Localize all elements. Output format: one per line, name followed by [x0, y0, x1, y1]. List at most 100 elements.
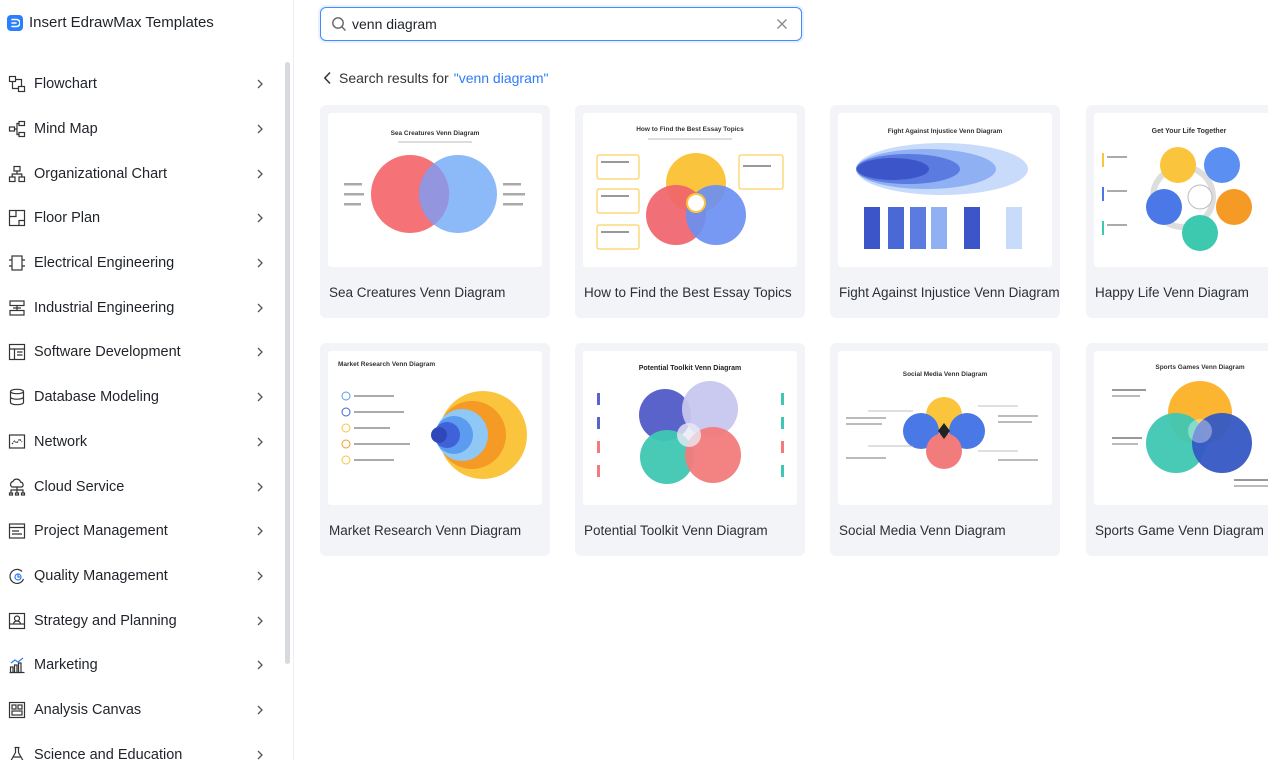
thumbnail-title: Social Media Venn Diagram	[903, 371, 988, 378]
sidebar-item-label: Strategy and Planning	[34, 612, 177, 629]
chevron-right-icon	[250, 700, 270, 720]
flowchart-icon	[7, 74, 27, 94]
template-thumbnail: Potential Toolkit Venn Diagram	[583, 351, 797, 505]
database-icon	[7, 387, 27, 407]
template-thumbnail: Sea Creatures Venn Diagram	[328, 113, 542, 267]
chevron-left-icon[interactable]	[320, 70, 334, 86]
thumbnail-title: Potential Toolkit Venn Diagram	[639, 365, 742, 372]
sidebar-item-label: Analysis Canvas	[34, 701, 142, 718]
template-card-title: Sea Creatures Venn Diagram	[329, 285, 506, 300]
chevron-right-icon	[250, 342, 270, 362]
sidebar-item-label: Marketing	[34, 657, 98, 674]
template-thumbnail: Sports Games Venn Diagram	[1094, 351, 1268, 505]
sidebar-item-network[interactable]: Network	[0, 420, 282, 465]
template-card[interactable]: How to Find the Best Essay Topics How to…	[575, 105, 805, 318]
template-card[interactable]: Social Media Venn Diagram Social Media V…	[830, 343, 1060, 556]
chevron-right-icon	[250, 477, 270, 497]
template-thumbnail: How to Find the Best Essay Topics	[583, 113, 797, 267]
sidebar-item-label: Floor Plan	[34, 210, 101, 227]
template-card[interactable]: Fight Against Injustice Venn Diagram Fig…	[830, 105, 1060, 318]
category-list: Flowchart Mind Map Organizational Chart …	[0, 62, 282, 760]
chevron-right-icon	[250, 208, 270, 228]
template-thumbnail: Get Your Life Together	[1094, 113, 1268, 267]
sidebar-item-electrical-engineering[interactable]: Electrical Engineering	[0, 241, 282, 286]
sidebar-item-organizational-chart[interactable]: Organizational Chart	[0, 151, 282, 196]
sidebar-item-flowchart[interactable]: Flowchart	[0, 62, 282, 107]
chevron-right-icon	[250, 253, 270, 273]
template-search-box	[320, 7, 802, 41]
sidebar-item-quality-management[interactable]: Quality Management	[0, 554, 282, 599]
project-icon	[7, 521, 27, 541]
sidebar-item-software-development[interactable]: Software Development	[0, 330, 282, 375]
sidebar-item-label: Software Development	[34, 344, 181, 361]
thumbnail-title: Market Research Venn Diagram	[338, 361, 435, 368]
network-icon	[7, 432, 27, 452]
template-thumbnail: Social Media Venn Diagram	[838, 351, 1052, 505]
sidebar-item-label: Flowchart	[34, 76, 97, 93]
chevron-right-icon	[250, 655, 270, 675]
clear-search-icon[interactable]	[773, 15, 791, 33]
sidebar-item-label: Science and Education	[34, 746, 183, 760]
app-title: Insert EdrawMax Templates	[7, 14, 214, 31]
sidebar-item-label: Database Modeling	[34, 389, 159, 406]
floor-plan-icon	[7, 208, 27, 228]
chevron-right-icon	[250, 119, 270, 139]
results-prefix: Search results for	[339, 70, 449, 86]
search-icon	[330, 15, 348, 33]
sidebar-item-database-modeling[interactable]: Database Modeling	[0, 375, 282, 420]
sidebar-item-strategy-and-planning[interactable]: Strategy and Planning	[0, 598, 282, 643]
sidebar-item-label: Network	[34, 433, 88, 450]
sidebar-item-cloud-service[interactable]: Cloud Service	[0, 464, 282, 509]
template-card[interactable]: Potential Toolkit Venn Diagram Potential…	[575, 343, 805, 556]
chevron-right-icon	[250, 298, 270, 318]
thumbnail-title: Get Your Life Together	[1152, 128, 1227, 135]
software-icon	[7, 342, 27, 362]
strategy-icon	[7, 611, 27, 631]
search-input[interactable]	[348, 16, 773, 32]
sidebar-item-label: Cloud Service	[34, 478, 125, 495]
template-card-title: Potential Toolkit Venn Diagram	[584, 523, 768, 538]
sidebar-item-label: Industrial Engineering	[34, 299, 175, 316]
sidebar-item-label: Electrical Engineering	[34, 255, 175, 272]
template-card[interactable]: Market Research Venn Diagram Market Rese…	[320, 343, 550, 556]
org-chart-icon	[7, 164, 27, 184]
chevron-right-icon	[250, 387, 270, 407]
template-card-title: Sports Game Venn Diagram	[1095, 523, 1264, 538]
thumbnail-title: Fight Against Injustice Venn Diagram	[888, 128, 1003, 135]
thumbnail-title: Sports Games Venn Diagram	[1155, 364, 1244, 371]
analysis-icon	[7, 700, 27, 720]
results-query: "venn diagram"	[453, 70, 549, 86]
template-card-title: How to Find the Best Essay Topics	[584, 285, 792, 300]
chevron-right-icon	[250, 566, 270, 586]
mind-map-icon	[7, 119, 27, 139]
sidebar-item-mind-map[interactable]: Mind Map	[0, 107, 282, 152]
search-results-header: Search results for "venn diagram"	[320, 70, 549, 86]
cloud-icon	[7, 477, 27, 497]
electrical-icon	[7, 253, 27, 273]
template-card-title: Social Media Venn Diagram	[839, 523, 1006, 538]
marketing-icon	[7, 655, 27, 675]
sidebar-item-industrial-engineering[interactable]: Industrial Engineering	[0, 285, 282, 330]
sidebar-item-marketing[interactable]: Marketing	[0, 643, 282, 688]
chevron-right-icon	[250, 611, 270, 631]
chevron-right-icon	[250, 745, 270, 760]
sidebar-item-project-management[interactable]: Project Management	[0, 509, 282, 554]
sidebar-scrollbar[interactable]	[285, 62, 290, 664]
template-card[interactable]: Sea Creatures Venn Diagram Sea Creatures…	[320, 105, 550, 318]
sidebar-item-floor-plan[interactable]: Floor Plan	[0, 196, 282, 241]
template-card[interactable]: Sports Games Venn Diagram Sports Game Ve…	[1086, 343, 1268, 556]
edrawmax-logo-icon	[7, 14, 23, 31]
template-thumbnail: Fight Against Injustice Venn Diagram	[838, 113, 1052, 267]
template-card-title: Happy Life Venn Diagram	[1095, 285, 1249, 300]
sidebar-item-science-and-education[interactable]: Science and Education	[0, 732, 282, 760]
template-thumbnail: Market Research Venn Diagram	[328, 351, 542, 505]
thumbnail-title: How to Find the Best Essay Topics	[636, 126, 744, 133]
quality-icon	[7, 566, 27, 586]
chevron-right-icon	[250, 74, 270, 94]
sidebar-item-label: Mind Map	[34, 121, 98, 138]
chevron-right-icon	[250, 521, 270, 541]
science-icon	[7, 745, 27, 760]
template-card[interactable]: Get Your Life Together Happy Life Venn D…	[1086, 105, 1268, 318]
template-category-sidebar: Insert EdrawMax Templates Flowchart Mind…	[0, 0, 294, 760]
sidebar-item-analysis-canvas[interactable]: Analysis Canvas	[0, 688, 282, 733]
